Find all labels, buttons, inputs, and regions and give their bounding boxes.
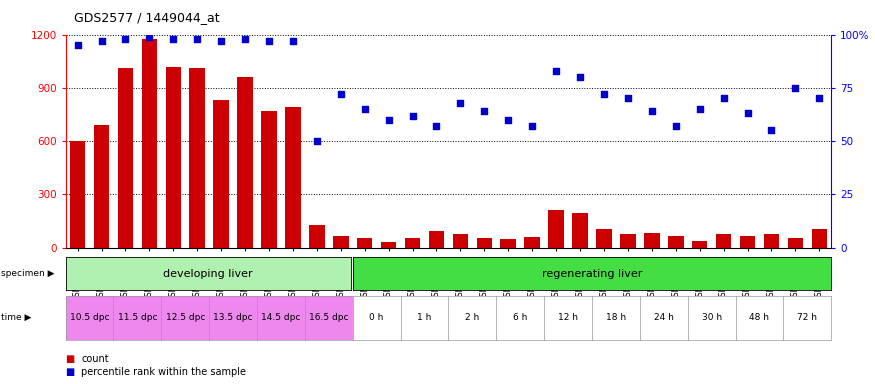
Bar <box>811 229 827 248</box>
Bar <box>620 234 635 248</box>
Bar <box>333 236 348 248</box>
Point <box>501 117 515 123</box>
Point <box>788 85 802 91</box>
Bar <box>429 231 444 248</box>
Bar <box>644 233 660 248</box>
Bar <box>788 238 803 248</box>
Bar <box>716 234 732 248</box>
Bar <box>764 234 780 248</box>
Point <box>358 106 372 112</box>
Bar <box>214 100 229 248</box>
Point <box>621 96 635 102</box>
Point <box>430 123 444 129</box>
Point <box>382 117 396 123</box>
Bar <box>262 111 276 248</box>
Text: 14.5 dpc: 14.5 dpc <box>262 313 301 322</box>
Text: ■: ■ <box>66 354 75 364</box>
Text: 1 h: 1 h <box>417 313 431 322</box>
Text: 6 h: 6 h <box>513 313 528 322</box>
Bar <box>357 238 373 248</box>
Text: developing liver: developing liver <box>164 268 253 279</box>
Bar <box>309 225 325 248</box>
Point <box>333 91 347 97</box>
Point <box>645 108 659 114</box>
Point <box>597 91 611 97</box>
Bar <box>739 236 755 248</box>
Text: time ▶: time ▶ <box>1 313 31 322</box>
Text: GDS2577 / 1449044_at: GDS2577 / 1449044_at <box>74 12 220 25</box>
Text: 72 h: 72 h <box>797 313 817 322</box>
Text: 18 h: 18 h <box>606 313 626 322</box>
Bar <box>452 234 468 248</box>
Bar <box>142 39 158 248</box>
Bar <box>524 237 540 248</box>
Text: 24 h: 24 h <box>654 313 674 322</box>
Point <box>166 36 180 42</box>
Text: 12.5 dpc: 12.5 dpc <box>165 313 205 322</box>
Bar <box>70 141 86 248</box>
Point <box>525 123 539 129</box>
Point <box>693 106 707 112</box>
Bar <box>668 236 683 248</box>
Text: 48 h: 48 h <box>750 313 769 322</box>
Point <box>812 96 826 102</box>
Bar <box>692 240 707 248</box>
Text: regenerating liver: regenerating liver <box>542 268 642 279</box>
Point <box>310 138 324 144</box>
Point <box>94 38 108 44</box>
Bar <box>572 213 588 248</box>
Bar <box>405 238 420 248</box>
Text: ■: ■ <box>66 367 75 377</box>
Point <box>478 108 492 114</box>
Point <box>238 36 252 42</box>
Point <box>71 42 85 48</box>
Bar <box>94 125 109 248</box>
Bar <box>285 108 301 248</box>
Bar <box>165 66 181 248</box>
Point <box>118 36 132 42</box>
Point <box>453 100 467 106</box>
Point <box>668 123 682 129</box>
Text: 2 h: 2 h <box>466 313 480 322</box>
Text: specimen ▶: specimen ▶ <box>1 269 54 278</box>
Text: percentile rank within the sample: percentile rank within the sample <box>81 367 247 377</box>
Point <box>740 110 754 116</box>
Text: 12 h: 12 h <box>558 313 578 322</box>
Point <box>214 38 228 44</box>
Point <box>573 74 587 80</box>
Text: 11.5 dpc: 11.5 dpc <box>117 313 158 322</box>
Bar <box>477 238 492 248</box>
Point <box>262 38 276 44</box>
Text: count: count <box>81 354 109 364</box>
Point <box>550 68 564 74</box>
Text: 30 h: 30 h <box>702 313 722 322</box>
Text: 0 h: 0 h <box>369 313 384 322</box>
Bar <box>117 68 133 248</box>
Bar <box>381 242 396 248</box>
Point <box>190 36 204 42</box>
Bar <box>190 68 205 248</box>
Bar <box>237 77 253 248</box>
Text: 16.5 dpc: 16.5 dpc <box>309 313 348 322</box>
Point <box>405 113 419 119</box>
Text: 13.5 dpc: 13.5 dpc <box>214 313 253 322</box>
Point <box>765 127 779 134</box>
Point <box>717 96 731 102</box>
Point <box>286 38 300 44</box>
Bar <box>500 239 516 248</box>
Bar <box>549 210 564 248</box>
Bar <box>596 229 612 248</box>
Text: 10.5 dpc: 10.5 dpc <box>70 313 109 322</box>
Point <box>143 34 157 40</box>
